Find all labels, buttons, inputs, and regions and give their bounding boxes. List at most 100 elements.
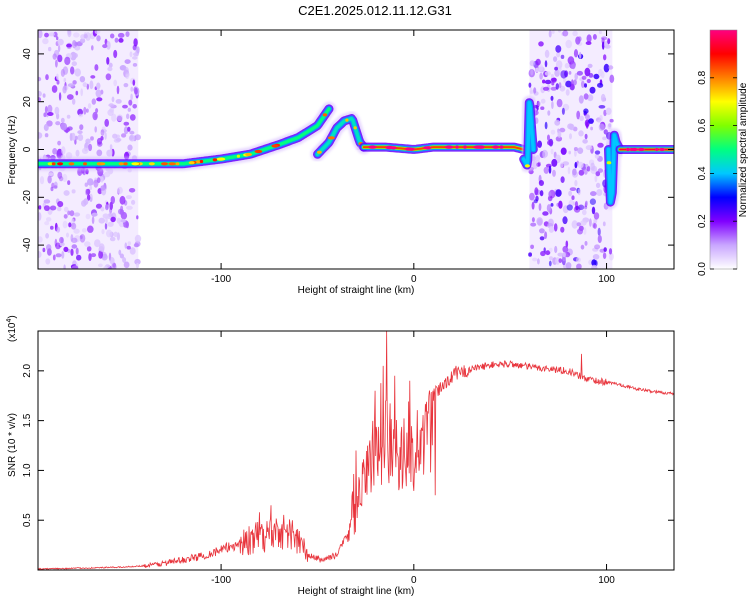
noise-speck <box>607 38 611 45</box>
noise-speck <box>70 248 74 256</box>
noise-speck <box>573 49 579 58</box>
noise-speck <box>80 88 83 97</box>
colorbar-tick-label: 0.8 <box>697 70 708 84</box>
spectrogram-heatmap <box>38 30 674 269</box>
noise-speck <box>550 203 554 207</box>
noise-speck <box>124 59 131 64</box>
noise-speck <box>564 62 570 69</box>
colorbar-tick-label: 0.4 <box>697 166 708 180</box>
noise-speck <box>63 206 69 213</box>
noise-speck <box>555 257 561 265</box>
noise-speck <box>49 205 57 211</box>
noise-speck <box>59 236 64 244</box>
noise-speck <box>94 64 99 71</box>
noise-speck <box>533 87 537 94</box>
noise-speck <box>45 233 49 239</box>
y-tick-label: 1.5 <box>22 413 33 427</box>
ridge-hotspot <box>199 159 204 164</box>
noise-speck <box>44 32 49 38</box>
noise-speck <box>102 44 108 49</box>
ridge-hotspot <box>83 162 87 166</box>
noise-speck <box>93 179 99 188</box>
noise-speck <box>571 220 578 229</box>
noise-speck <box>84 182 89 187</box>
noise-speck <box>597 227 601 236</box>
x-tick-label: -100 <box>211 274 231 285</box>
noise-speck <box>550 73 555 79</box>
ridge-hotspot <box>368 145 377 149</box>
ridge-hotspot <box>492 145 500 149</box>
noise-speck <box>136 215 139 220</box>
noise-speck <box>45 258 51 265</box>
noise-speck <box>71 265 79 269</box>
noise-speck <box>584 114 591 120</box>
noise-speck <box>540 98 546 104</box>
noise-speck <box>72 80 77 85</box>
noise-speck <box>83 106 87 115</box>
noise-speck <box>66 43 72 48</box>
noise-speck <box>568 71 572 75</box>
noise-speck <box>609 118 614 123</box>
noise-speck <box>596 189 603 196</box>
noise-speck <box>589 198 597 205</box>
noise-speck <box>42 93 46 98</box>
noise-speck <box>113 231 118 237</box>
noise-speck <box>538 64 544 72</box>
noise-speck <box>588 118 594 124</box>
noise-speck <box>590 126 593 131</box>
noise-speck <box>548 165 552 174</box>
noise-speck <box>566 204 573 211</box>
noise-speck <box>577 161 584 169</box>
noise-speck <box>550 148 554 155</box>
noise-speck <box>94 239 101 248</box>
noise-speck <box>125 31 130 37</box>
noise-speck <box>551 158 558 167</box>
noise-speck <box>105 73 112 81</box>
noise-speck <box>571 79 574 88</box>
noise-speck <box>123 126 129 135</box>
noise-speck <box>63 246 69 253</box>
noise-speck <box>574 73 578 80</box>
noise-speck <box>86 108 89 113</box>
y-tick-label: 40 <box>22 48 33 60</box>
noise-speck <box>48 32 55 37</box>
noise-speck <box>584 133 588 140</box>
noise-speck <box>86 83 90 90</box>
noise-speck <box>555 136 563 142</box>
ridge-hotspot <box>254 149 263 154</box>
noise-speck <box>100 176 104 183</box>
noise-speck <box>569 123 575 131</box>
noise-speck <box>598 68 603 77</box>
noise-speck <box>540 250 546 257</box>
noise-speck <box>584 83 587 88</box>
noise-speck <box>556 60 563 69</box>
noise-speck <box>113 49 118 59</box>
noise-speck <box>603 247 607 253</box>
noise-speck <box>42 38 49 45</box>
noise-speck <box>542 79 546 84</box>
noise-speck <box>127 107 131 112</box>
noise-speck <box>132 56 138 60</box>
ridge-hotspot <box>68 162 75 166</box>
noise-speck <box>582 139 588 144</box>
ridge-5 <box>613 142 674 157</box>
noise-speck <box>542 211 549 216</box>
y-tick-label: 2.0 <box>22 363 33 377</box>
noise-speck <box>73 228 80 234</box>
noise-speck <box>129 51 133 58</box>
noise-speck <box>42 247 46 253</box>
noise-speck <box>100 129 105 137</box>
ridge-hotspot <box>47 162 53 166</box>
noise-speck <box>63 190 70 196</box>
snr-series-line <box>38 331 674 570</box>
noise-speck <box>598 30 602 34</box>
spectrogram-x-ticks: -100 0 100 <box>211 30 615 285</box>
noise-speck <box>71 189 76 194</box>
noise-speck <box>585 41 592 45</box>
noise-speck <box>122 104 128 109</box>
noise-speck <box>530 244 534 249</box>
noise-speck <box>598 105 606 109</box>
noise-speck <box>535 155 541 162</box>
ridge-hotspot <box>322 113 328 117</box>
